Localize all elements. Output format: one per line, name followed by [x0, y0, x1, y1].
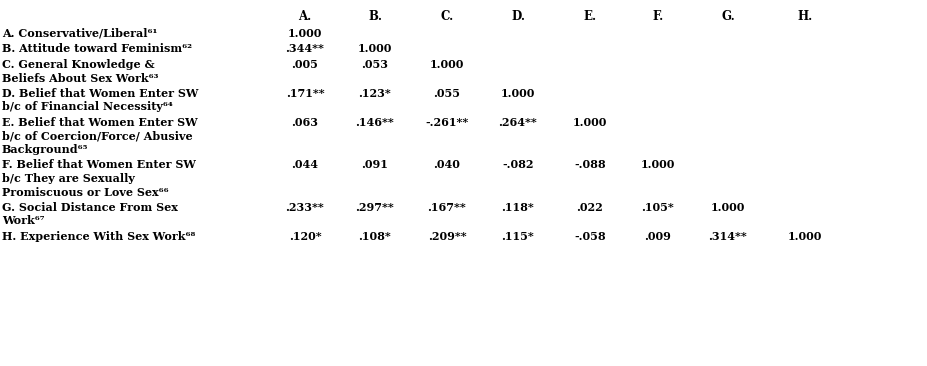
Text: 1.000: 1.000 [429, 59, 464, 70]
Text: Promiscuous or Love Sex⁶⁶: Promiscuous or Love Sex⁶⁶ [2, 187, 169, 198]
Text: .108*: .108* [358, 231, 391, 242]
Text: b/c of Financial Necessity⁶⁴: b/c of Financial Necessity⁶⁴ [2, 101, 172, 112]
Text: A.: A. [298, 10, 311, 23]
Text: .123*: .123* [358, 88, 391, 99]
Text: E.: E. [583, 10, 596, 23]
Text: E. Belief that Women Enter SW: E. Belief that Women Enter SW [2, 117, 197, 128]
Text: .171**: .171** [286, 88, 324, 99]
Text: .115*: .115* [502, 231, 534, 242]
Text: 1.000: 1.000 [787, 231, 821, 242]
Text: .091: .091 [362, 160, 388, 171]
Text: 1.000: 1.000 [572, 117, 606, 128]
Text: .118*: .118* [502, 202, 534, 213]
Text: D. Belief that Women Enter SW: D. Belief that Women Enter SW [2, 88, 198, 99]
Text: D.: D. [511, 10, 525, 23]
Text: .055: .055 [433, 88, 460, 99]
Text: b/c They are Sexually: b/c They are Sexually [2, 173, 134, 184]
Text: C.: C. [440, 10, 453, 23]
Text: F.: F. [652, 10, 663, 23]
Text: 1.000: 1.000 [358, 44, 392, 55]
Text: -.261**: -.261** [425, 117, 468, 128]
Text: 1.000: 1.000 [501, 88, 535, 99]
Text: b/c of Coercion/Force/ Abusive: b/c of Coercion/Force/ Abusive [2, 131, 193, 142]
Text: G. Social Distance From Sex: G. Social Distance From Sex [2, 202, 178, 213]
Text: 1.000: 1.000 [641, 160, 675, 171]
Text: .344**: .344** [286, 44, 324, 55]
Text: .314**: .314** [708, 231, 746, 242]
Text: B. Attitude toward Feminism⁶²: B. Attitude toward Feminism⁶² [2, 44, 192, 55]
Text: -.082: -.082 [502, 160, 533, 171]
Text: H.: H. [796, 10, 812, 23]
Text: B.: B. [368, 10, 382, 23]
Text: .209**: .209** [427, 231, 465, 242]
Text: -.058: -.058 [574, 231, 605, 242]
Text: .063: .063 [291, 117, 318, 128]
Text: .146**: .146** [355, 117, 394, 128]
Text: 1.000: 1.000 [710, 202, 744, 213]
Text: 1.000: 1.000 [287, 28, 322, 39]
Text: .053: .053 [362, 59, 388, 70]
Text: Beliefs About Sex Work⁶³: Beliefs About Sex Work⁶³ [2, 72, 159, 83]
Text: .022: .022 [576, 202, 603, 213]
Text: G.: G. [720, 10, 734, 23]
Text: A. Conservative/Liberal⁶¹: A. Conservative/Liberal⁶¹ [2, 28, 158, 39]
Text: C. General Knowledge &: C. General Knowledge & [2, 59, 155, 70]
Text: .167**: .167** [427, 202, 466, 213]
Text: .040: .040 [433, 160, 460, 171]
Text: .233**: .233** [286, 202, 324, 213]
Text: .120*: .120* [288, 231, 321, 242]
Text: Background⁶⁵: Background⁶⁵ [2, 144, 88, 155]
Text: Work⁶⁷: Work⁶⁷ [2, 216, 44, 227]
Text: .297**: .297** [355, 202, 394, 213]
Text: .264**: .264** [498, 117, 537, 128]
Text: H. Experience With Sex Work⁶⁸: H. Experience With Sex Work⁶⁸ [2, 231, 196, 242]
Text: .105*: .105* [641, 202, 674, 213]
Text: .044: .044 [291, 160, 318, 171]
Text: F. Belief that Women Enter SW: F. Belief that Women Enter SW [2, 160, 196, 171]
Text: .005: .005 [291, 59, 318, 70]
Text: -.088: -.088 [574, 160, 605, 171]
Text: .009: .009 [644, 231, 671, 242]
